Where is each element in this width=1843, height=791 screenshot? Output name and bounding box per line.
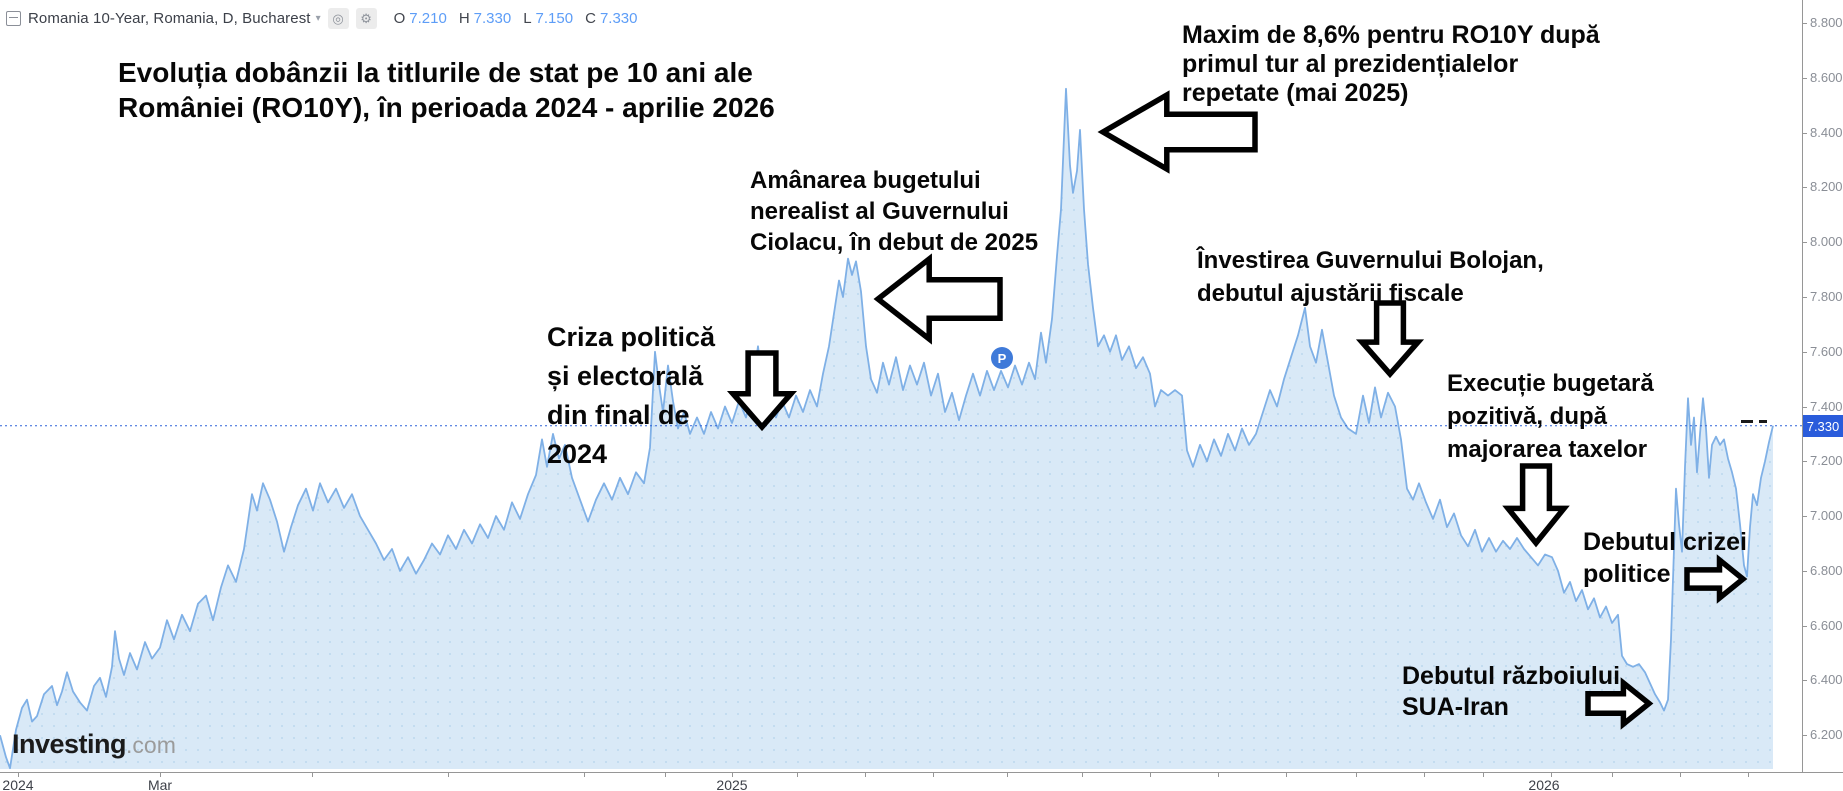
time-axis-tick: [665, 772, 666, 777]
time-axis-tick: [18, 772, 19, 777]
price-axis-tick: [1802, 626, 1807, 627]
time-axis-tick: [584, 772, 585, 777]
annotation-razboi-sua-iran: Debutul războiului SUA-Iran: [1402, 662, 1621, 721]
time-axis-tick: [1551, 772, 1552, 777]
price-axis-tick: [1802, 297, 1807, 298]
time-axis-tick: [1612, 772, 1613, 777]
price-axis-label: 8.000: [1810, 234, 1843, 249]
price-axis-tick: [1802, 516, 1807, 517]
chart-title-line: Evoluția dobânzii la titlurile de stat p…: [118, 57, 753, 88]
time-axis-label: Mar: [147, 777, 173, 791]
time-axis-tick: [448, 772, 449, 777]
price-axis-tick: [1802, 461, 1807, 462]
price-axis-tick: [1802, 78, 1807, 79]
time-axis-tick: [1748, 772, 1749, 777]
yield-line: [0, 87, 1774, 770]
price-axis-label: 8.400: [1810, 125, 1843, 140]
time-axis-tick: [732, 772, 733, 777]
high-label: H: [458, 10, 470, 27]
price-axis-tick: [1802, 187, 1807, 188]
chart-header: Romania 10-Year, Romania, D, Bucharest ▾…: [6, 8, 645, 29]
annotation-executie-bugetara: Execuție bugetară pozitivă, după majorar…: [1447, 370, 1654, 463]
price-axis-line: [1802, 0, 1803, 773]
last-price-badge: 7.330: [1803, 415, 1843, 437]
chevron-down-icon[interactable]: ▾: [315, 13, 321, 24]
open-value: 7.210: [409, 10, 447, 27]
annotation-debut-criza-politica: Debutul crizei politice: [1583, 528, 1747, 588]
time-axis-tick: [1424, 772, 1425, 777]
price-axis-tick: [1802, 352, 1807, 353]
close-label: C: [585, 10, 596, 27]
investing-watermark: Investing .com: [12, 729, 176, 760]
time-axis-tick: [160, 772, 161, 777]
time-axis-tick: [1218, 772, 1219, 777]
high-value: 7.330: [473, 10, 512, 27]
p-pin-label: P: [997, 350, 1007, 366]
last-price-value: 7.330: [1806, 418, 1840, 434]
chart-title-annotation: Evoluția dobânzii la titlurile de stat p…: [118, 55, 775, 125]
investing-logo-tld: .com: [126, 732, 176, 758]
price-axis-label: 7.200: [1810, 453, 1843, 468]
price-axis-tick: [1802, 133, 1807, 134]
price-axis-label: 7.000: [1810, 508, 1843, 523]
time-axis-tick: [1082, 772, 1083, 777]
chart-title-line: României (RO10Y), în perioada 2024 - apr…: [118, 92, 775, 123]
price-axis-tick: [1802, 571, 1807, 572]
price-axis-label: 6.400: [1810, 672, 1843, 687]
p-pin-marker[interactable]: P: [991, 347, 1013, 369]
price-axis-tick: [1802, 23, 1807, 24]
last-bar-dash: [1759, 420, 1767, 423]
close-value: 7.330: [599, 10, 638, 27]
annotation-amanarea-buget: Amânarea bugetului nerealist al Guvernul…: [750, 167, 1039, 256]
price-axis-label: 6.800: [1810, 563, 1843, 578]
price-axis-label: 6.600: [1810, 618, 1843, 633]
time-axis-tick: [1007, 772, 1008, 777]
time-axis-tick: [1356, 772, 1357, 777]
price-axis-label: 8.600: [1810, 70, 1843, 85]
low-value: 7.150: [535, 10, 574, 27]
price-axis-label: 8.800: [1810, 15, 1843, 30]
price-axis-tick: [1802, 242, 1807, 243]
time-axis-tick: [797, 772, 798, 777]
price-axis-label: 8.200: [1810, 179, 1843, 194]
yield-area-dot-pattern: [0, 88, 1773, 770]
time-axis-tick: [933, 772, 934, 777]
time-axis-tick: [865, 772, 866, 777]
open-label: O: [393, 10, 406, 27]
legend-collapse-icon[interactable]: [6, 11, 21, 26]
price-axis-tick: [1802, 735, 1807, 736]
last-bar-dash: [1741, 420, 1753, 423]
price-axis-tick: [1802, 407, 1807, 408]
time-axis-tick: [1286, 772, 1287, 777]
time-axis-tick: [312, 772, 313, 777]
time-axis-label: 2026: [1528, 777, 1560, 791]
price-axis-label: 7.600: [1810, 344, 1843, 359]
price-axis-label: 7.800: [1810, 289, 1843, 304]
price-axis-label: 6.200: [1810, 727, 1843, 742]
snapshot-icon[interactable]: ◎: [327, 8, 349, 29]
ohlc-readout: O 7.210 H 7.330 L 7.150 C 7.330: [394, 10, 646, 27]
time-axis-tick: [1483, 772, 1484, 777]
annotation-investire-bolojan: Învestirea Guvernului Bolojan, debutul a…: [1197, 247, 1544, 307]
investing-logo: Investing: [12, 729, 127, 759]
annotation-maxim-8-6: Maxim de 8,6% pentru RO10Y după primul t…: [1182, 21, 1600, 107]
time-axis-label: 2025: [716, 777, 748, 791]
time-axis-line: [0, 772, 1843, 773]
time-axis-label: 2024: [2, 777, 34, 791]
price-axis-tick: [1802, 680, 1807, 681]
annotation-criza-politica: Criza politică și electorală din final d…: [547, 322, 716, 469]
time-axis-tick: [1680, 772, 1681, 777]
time-axis-tick: [1150, 772, 1151, 777]
symbol-title[interactable]: Romania 10-Year, Romania, D, Bucharest: [28, 10, 311, 27]
settings-gear-icon[interactable]: ⚙: [355, 8, 377, 29]
low-label: L: [523, 10, 532, 27]
price-axis-label: 7.400: [1810, 399, 1843, 414]
